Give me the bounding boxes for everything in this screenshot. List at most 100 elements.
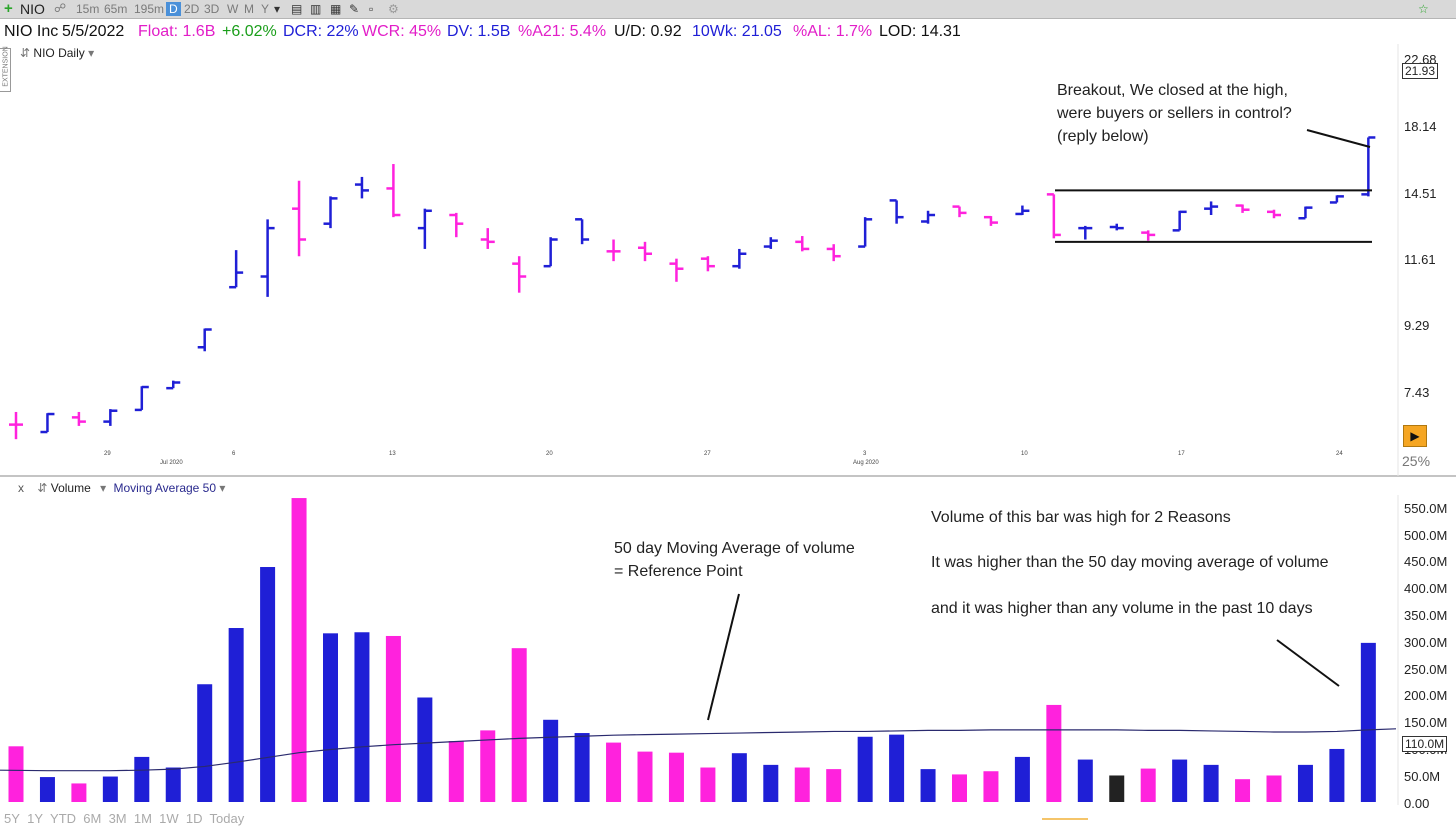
timeframe-d[interactable]: D — [166, 2, 181, 16]
chevron-down-icon[interactable]: ▾ — [274, 2, 281, 16]
dcr-value: DCR: 22% — [283, 23, 359, 40]
chevron-down-icon[interactable]: ▾ — [88, 46, 95, 60]
range-3m[interactable]: 3M — [108, 811, 127, 826]
text-tool-icon[interactable]: ▤ — [291, 2, 303, 16]
price-panel-label[interactable]: NIO Daily — [33, 46, 85, 60]
price-bar — [700, 256, 715, 272]
link-icon[interactable]: ☍ — [54, 1, 67, 15]
extension-tab[interactable]: EXTENSION — [0, 46, 11, 92]
volume-bar — [1235, 779, 1251, 802]
range-1m[interactable]: 1M — [133, 811, 152, 826]
volume-bar — [763, 764, 779, 802]
float-value: Float: 1.6B — [138, 23, 216, 40]
volume-bar — [574, 733, 590, 802]
play-button[interactable]: ▶ — [1403, 425, 1427, 447]
timeframe-2d[interactable]: 2D — [184, 2, 200, 16]
x-tick-20: 20 — [546, 451, 553, 457]
ma-annotation: 50 day Moving Average of volume = Refere… — [614, 537, 855, 583]
timeframe-15m[interactable]: 15m — [76, 2, 100, 16]
volume-bar — [354, 632, 370, 802]
volume-bar — [1109, 775, 1125, 802]
volume-bar — [448, 741, 464, 802]
chevron-down-icon[interactable]: ▾ — [100, 481, 107, 495]
x-tick-jul: Jul 2020 — [160, 460, 183, 466]
volume-bar — [889, 734, 905, 802]
draw-icon[interactable]: ✎ — [349, 2, 360, 16]
price-bar — [638, 241, 652, 262]
x-tick-aug: Aug 2020 — [853, 460, 879, 466]
range-6m[interactable]: 6M — [83, 811, 102, 826]
price-bar — [1329, 195, 1344, 204]
volume-bar — [385, 635, 401, 802]
price-bar — [606, 239, 621, 262]
symbol-label[interactable]: NIO — [20, 1, 45, 17]
range-1d[interactable]: 1D — [185, 811, 203, 826]
range-ytd[interactable]: YTD — [50, 811, 77, 826]
volume-panel-label[interactable]: Volume — [50, 481, 91, 495]
vol-tick-150: 150.0M — [1404, 715, 1448, 730]
volume-bar — [102, 776, 118, 802]
ma-indicator-label[interactable]: Moving Average 50 — [113, 481, 217, 495]
price-bar — [763, 237, 778, 249]
volume-bar — [731, 753, 747, 802]
timeframe-y[interactable]: Y — [261, 2, 270, 16]
price-bar — [732, 248, 747, 269]
range-1w[interactable]: 1W — [159, 811, 179, 826]
volume-bar — [1014, 756, 1030, 802]
volume-bar — [323, 633, 338, 802]
volume-bar — [1046, 704, 1062, 802]
volume-bar — [228, 628, 244, 802]
current-price-box: 21.93 — [1402, 63, 1439, 79]
volume-bar — [511, 648, 527, 802]
range-today[interactable]: Today — [209, 811, 245, 826]
price-bar — [1109, 223, 1124, 231]
volume-bar — [952, 774, 967, 802]
close-panel-button[interactable]: x — [18, 481, 24, 495]
add-symbol-icon[interactable]: + — [4, 0, 13, 17]
range-bar: 5Y 1Y YTD 6M 3M 1M 1W 1D Today — [4, 811, 244, 826]
timeframe-65m[interactable]: 65m — [104, 2, 128, 16]
volume-note-2: It was higher than the 50 day moving ave… — [931, 554, 1329, 571]
price-bar — [826, 244, 841, 262]
price-bar — [543, 237, 558, 268]
comment-icon[interactable]: ▫ — [369, 2, 374, 16]
panel-drag-icon[interactable]: ⇵ — [20, 46, 31, 60]
price-bar — [1267, 209, 1281, 219]
price-bar — [103, 409, 118, 426]
timeframe-m[interactable]: M — [244, 2, 254, 16]
x-tick-3: 3 — [863, 451, 867, 457]
vol-tick-450: 450.0M — [1404, 554, 1448, 569]
price-bar — [921, 210, 936, 224]
timeframe-w[interactable]: W — [227, 2, 239, 16]
price-bar — [480, 228, 495, 249]
range-1y[interactable]: 1Y — [27, 811, 44, 826]
volume-panel-header: x ⇵ Volume ▾ Moving Average 50 ▾ — [18, 481, 225, 495]
price-bar — [1172, 210, 1187, 232]
volume-bar — [826, 769, 842, 802]
price-bar — [575, 218, 590, 245]
price-bar — [386, 164, 401, 218]
chart-type-icon[interactable]: ▥ — [310, 2, 322, 16]
price-bar — [889, 199, 904, 224]
a21-value: %A21: 5.4% — [518, 23, 607, 40]
ma-note-line-2: = Reference Point — [614, 563, 743, 580]
panel-drag-icon[interactable]: ⇵ — [37, 481, 48, 495]
volume-bar — [417, 697, 433, 802]
layout-icon[interactable]: ▦ — [330, 2, 342, 16]
x-tick-27: 27 — [704, 451, 711, 457]
volume-bar — [794, 767, 810, 802]
volume-bar — [1077, 759, 1093, 802]
timeframe-3d[interactable]: 3D — [204, 2, 220, 16]
vol-tick-350: 350.0M — [1404, 608, 1448, 623]
zoom-level[interactable]: 25% — [1402, 453, 1431, 469]
price-bar — [9, 411, 23, 440]
timeframe-195m[interactable]: 195m — [134, 2, 165, 16]
volume-arrow-line — [1276, 639, 1340, 687]
price-panel-header[interactable]: ⇵ NIO Daily ▾ — [20, 46, 94, 60]
star-icon[interactable]: ☆ — [1418, 2, 1429, 16]
price-bar — [1204, 201, 1219, 216]
settings-icon[interactable]: ⚙ — [388, 2, 399, 16]
date-value: 5/5/2022 — [62, 23, 125, 40]
range-5y[interactable]: 5Y — [4, 811, 20, 826]
chevron-down-icon[interactable]: ▾ — [219, 481, 226, 495]
